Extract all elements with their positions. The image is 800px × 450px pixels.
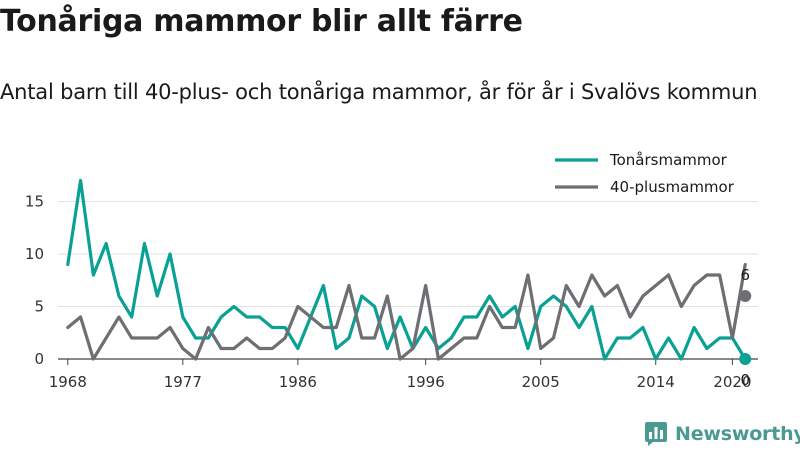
end-marker-tonarsmammor <box>739 353 752 365</box>
y-axis-ticks: 0 5 10 15 <box>25 193 44 369</box>
x-tick-label: 2014 <box>637 373 675 391</box>
chart-subtitle: Antal barn till 40-plus- och tonåriga ma… <box>0 80 758 104</box>
legend-label: 40-plusmammor <box>610 178 735 196</box>
end-marker-40-plusmammor <box>739 290 752 302</box>
series-line-tonarsmammor <box>66 178 747 361</box>
y-tick-label: 10 <box>25 245 44 263</box>
y-tick-label: 0 <box>34 350 44 368</box>
series-line-40-plusmammor <box>66 262 747 361</box>
end-label-tonarsmammor: 0 <box>740 371 750 389</box>
end-label-40-plusmammor: 6 <box>740 266 750 284</box>
y-tick-label: 5 <box>34 298 44 316</box>
x-tick-label: 2020 <box>713 373 751 391</box>
x-axis-ticks: 1968 1977 1986 1996 2005 2014 2020 <box>49 359 752 391</box>
x-tick-label: 2005 <box>522 373 560 391</box>
legend-label: Tonårsmammor <box>609 151 728 169</box>
bar-chart-logo-icon <box>645 422 667 446</box>
newsworthy-brand[interactable]: Newsworthy <box>644 420 800 448</box>
x-tick-label: 1986 <box>279 373 317 391</box>
x-tick-label: 1977 <box>164 373 202 391</box>
x-tick-label: 1996 <box>407 373 445 391</box>
series-lines <box>66 178 747 361</box>
grid-lines <box>58 201 758 360</box>
x-tick-label: 1968 <box>49 373 87 391</box>
legend: Tonårsmammor 40-plusmammor <box>555 151 735 196</box>
y-tick-label: 15 <box>25 193 44 211</box>
end-markers: 60 <box>739 266 752 389</box>
brand-name: Newsworthy <box>675 423 800 445</box>
chart-title: Tonåriga mammor blir allt färre <box>0 4 523 39</box>
